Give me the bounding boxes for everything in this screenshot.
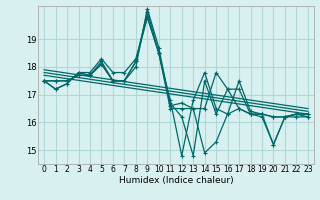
- X-axis label: Humidex (Indice chaleur): Humidex (Indice chaleur): [119, 176, 233, 185]
